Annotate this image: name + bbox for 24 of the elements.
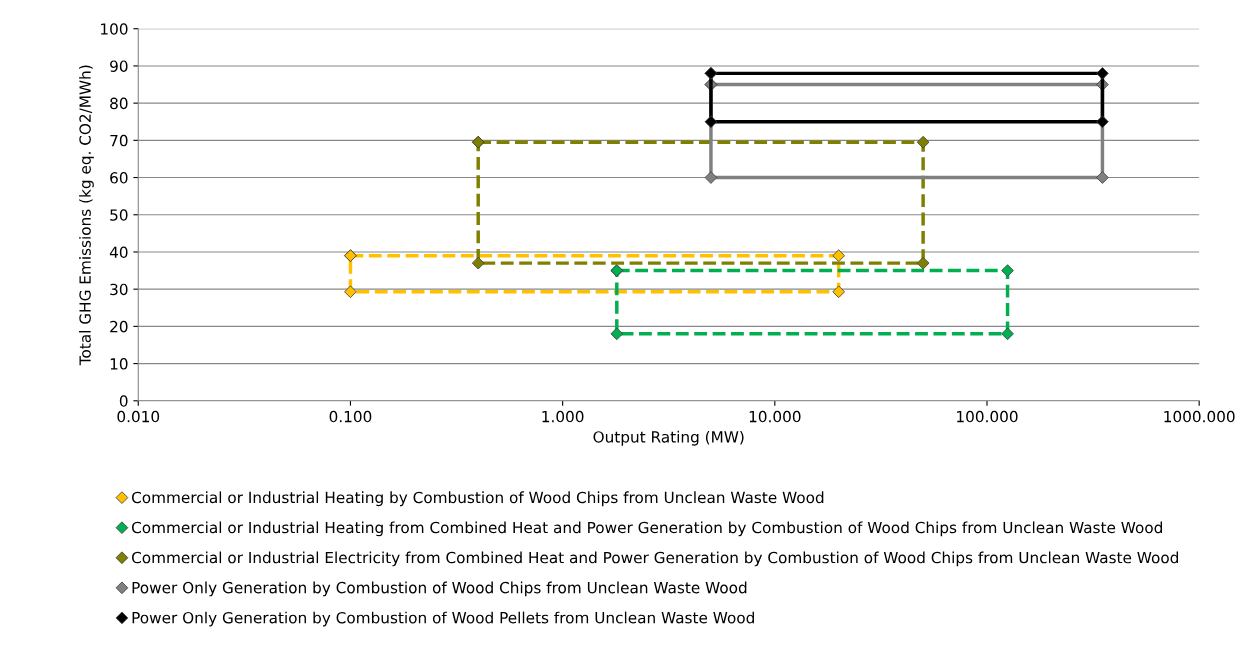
legend-label: Commercial or Industrial Heating from Combined Heat and Power Generation by Combustion of Wood Chips from Unclean Waste Wood (131, 521, 1162, 537)
y-tick-label: 80 (110, 97, 128, 110)
x-tick-label: 1.000 (542, 410, 584, 423)
legend-label: Commercial or Industrial Electricity from Combined Heat and Power Generation by Combustion of Wood Chips from Unclean Waste Wood (131, 551, 1178, 567)
legend-label: Commercial or Industrial Heating by Combustion of Wood Chips from Unclean Waste Wood (131, 491, 824, 507)
y-tick-label: 40 (109, 246, 128, 258)
x-tick-label: 1000.000 (1164, 410, 1235, 423)
x-tick-label: 10.000 (749, 410, 801, 423)
y-axis-title: Total GHG Emissions (kg eq. CO2/MWh) (79, 65, 94, 366)
y-tick-label: 60 (110, 172, 128, 184)
legend-label: Power Only Generation by Combustion of Wood Pellets from Unclean Waste Wood (132, 611, 754, 627)
y-tick-label: 10 (110, 358, 128, 370)
y-tick-label: 70 (110, 134, 128, 147)
y-tick-label: 0 (119, 395, 128, 407)
y-tick-label: 30 (110, 283, 128, 296)
x-tick-label: 0.100 (329, 410, 372, 423)
legend-label: Power Only Generation by Combustion of Wood Chips from Unclean Waste Wood (132, 581, 747, 597)
y-tick-label: 90 (110, 60, 128, 72)
y-tick-label: 50 (110, 209, 128, 221)
y-tick-label: 100 (101, 23, 128, 35)
x-axis-title: Output Rating (MW) (593, 430, 744, 446)
y-tick-label: 20 (110, 320, 128, 333)
x-tick-label: 0.010 (117, 410, 160, 423)
x-tick-label: 100.000 (957, 410, 1018, 423)
